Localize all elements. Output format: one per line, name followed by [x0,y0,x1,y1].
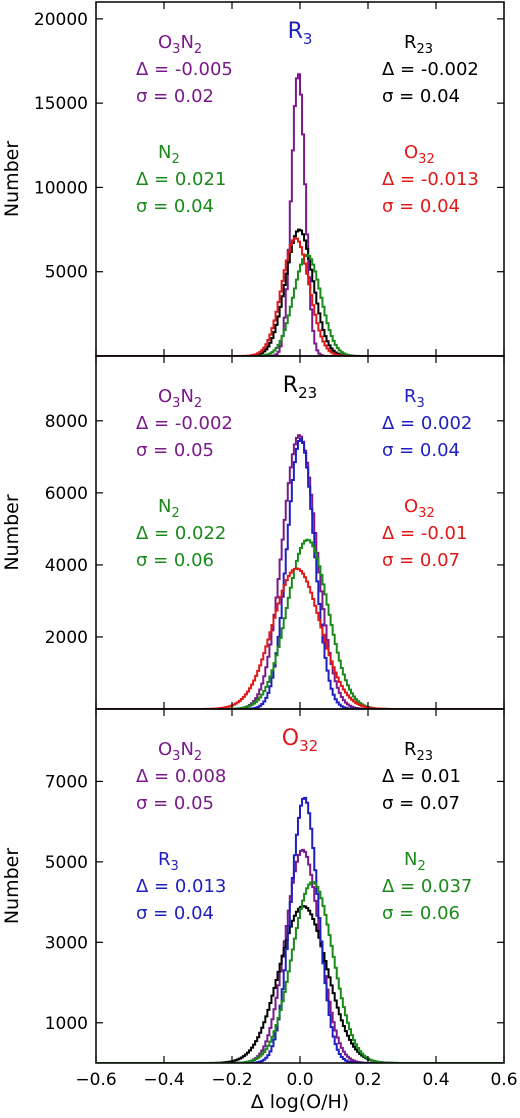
x-tick-label: −0.6 [75,1070,116,1090]
annotation-label: O3N2 [158,32,202,57]
y-tick-label: 10000 [34,178,88,198]
annotation-label: R3 [158,849,179,874]
annotation-delta: Δ = 0.002 [382,413,472,434]
histogram-r23 [96,905,504,1063]
annotation-sigma: σ = 0.02 [136,86,214,107]
y-tick-label: 8000 [45,412,88,432]
annotation-label: N2 [404,849,426,874]
annotation-sigma: σ = 0.07 [382,793,460,814]
panel-title: R3 [288,19,313,48]
y-tick-label: 5000 [45,853,88,873]
annotation-delta: Δ = -0.002 [136,413,233,434]
annotation-n2: N2Δ = 0.037 σ = 0.06 [382,849,472,924]
annotation-delta: Δ = 0.021 [136,169,226,190]
annotation-delta: Δ = 0.013 [136,876,226,897]
annotation-label: N2 [158,496,180,521]
histogram-r23 [96,228,504,356]
annotation-sigma: σ = 0.06 [382,903,460,924]
histogram-o3n2 [96,848,504,1063]
annotation-delta: Δ = 0.008 [136,766,226,787]
annotation-delta: Δ = 0.01 [382,766,461,787]
annotation-label: O3N2 [158,739,202,764]
x-axis-label: Δ log(O/H) [251,1091,349,1113]
annotation-n2: N2Δ = 0.021 σ = 0.04 [136,142,226,217]
annotation-sigma: σ = 0.04 [382,86,460,107]
annotation-sigma: σ = 0.05 [136,793,214,814]
x-tick-label: −0.2 [211,1070,252,1090]
y-tick-label: 20000 [34,10,88,30]
panel-title: R23 [283,373,317,402]
annotation-delta: Δ = 0.022 [136,523,226,544]
y-tick-label: 1000 [45,1014,88,1034]
annotation-delta: Δ = -0.002 [382,59,479,80]
y-tick-label: 4000 [45,556,88,576]
annotation-label: R3 [404,386,425,411]
y-axis-label: Number [1,494,23,571]
histogram-r3 [96,796,504,1063]
x-tick-label: 0.6 [490,1070,517,1090]
annotation-label: O32 [404,142,435,167]
annotation-sigma: σ = 0.04 [382,196,460,217]
histogram-o3n2 [96,73,504,356]
y-tick-label: 15000 [34,94,88,114]
annotation-label: N2 [158,142,180,167]
x-tick-label: −0.4 [143,1070,184,1090]
annotation-delta: Δ = -0.013 [382,169,479,190]
histogram-o3n2 [96,434,504,709]
annotation-sigma: σ = 0.06 [136,550,214,571]
annotation-delta: Δ = -0.01 [382,523,467,544]
y-tick-label: 2000 [45,628,88,648]
histogram-n2 [96,881,504,1063]
annotation-delta: Δ = 0.037 [382,876,472,897]
annotation-sigma: σ = 0.07 [382,550,460,571]
x-tick-label: 0.0 [286,1070,313,1090]
y-tick-label: 3000 [45,933,88,953]
annotation-r3: R3Δ = 0.013 σ = 0.04 [136,849,226,924]
annotation-label: R23 [404,32,433,57]
y-axis-label: Number [1,141,23,218]
annotation-label: O3N2 [158,386,202,411]
annotation-label: O32 [404,496,435,521]
histogram-n2 [96,538,504,709]
y-axis-label: Number [1,848,23,925]
annotation-sigma: σ = 0.04 [136,196,214,217]
histogram-n2 [96,253,504,356]
y-tick-label: 6000 [45,484,88,504]
x-tick-label: 0.2 [354,1070,381,1090]
histogram-r3 [96,437,504,709]
y-tick-label: 7000 [45,772,88,792]
x-axis: −0.6 −0.4 −0.2 0.0 0.2 0.4 0.6 [75,1070,517,1090]
histogram-o32 [96,567,504,709]
histogram-o32 [96,237,504,356]
annotation-sigma: σ = 0.05 [136,440,214,461]
panel-title: O32 [282,726,318,755]
annotation-n2: N2Δ = 0.022 σ = 0.06 [136,496,226,571]
annotation-label: R23 [404,739,433,764]
annotation-delta: Δ = -0.005 [136,59,233,80]
annotation-sigma: σ = 0.04 [136,903,214,924]
x-tick-label: 0.4 [422,1070,449,1090]
annotation-sigma: σ = 0.04 [382,440,460,461]
annotation-r3: R3Δ = 0.002 σ = 0.04 [382,386,472,461]
y-tick-label: 5000 [45,263,88,283]
